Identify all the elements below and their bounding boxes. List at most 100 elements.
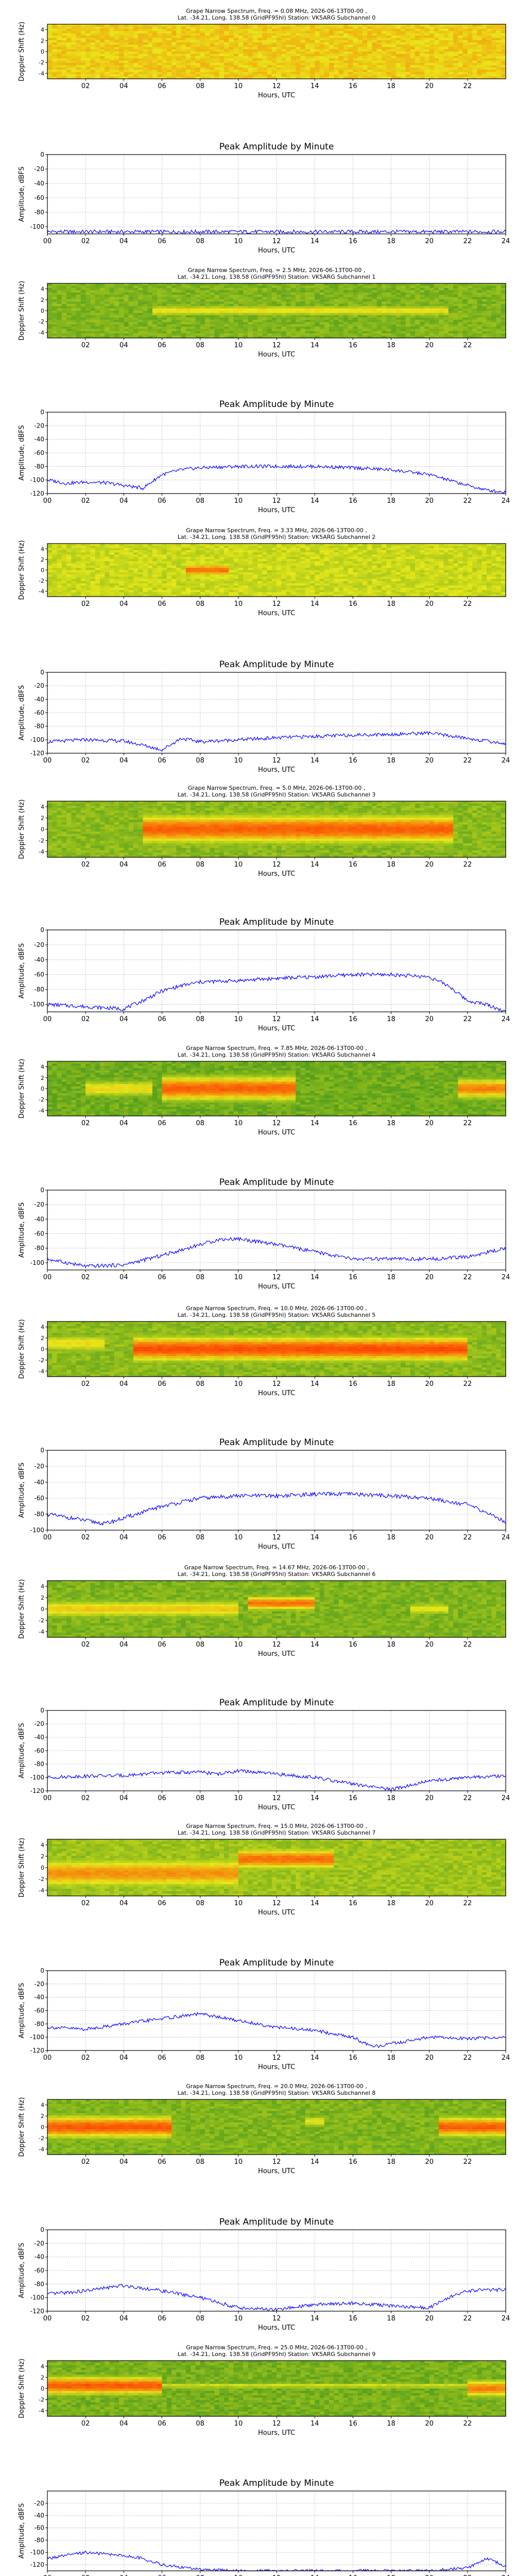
heatmap-cell (381, 324, 387, 327)
heatmap-cell (176, 301, 182, 304)
heatmap-cell (415, 56, 420, 59)
heatmap-cell (124, 67, 129, 70)
heatmap-cell (157, 52, 163, 55)
heatmap-cell (80, 329, 86, 332)
heatmap-cell (448, 311, 454, 314)
heatmap-cell (496, 333, 502, 336)
heatmap-cell (376, 311, 382, 314)
heatmap-cell (472, 70, 477, 73)
heatmap-cell (204, 65, 210, 68)
heatmap-cell (501, 54, 506, 57)
heatmap-cell (482, 317, 487, 320)
heatmap-cell (281, 56, 287, 59)
heatmap-cell (185, 331, 191, 334)
heatmap-cell (85, 52, 91, 55)
heatmap-cell (458, 67, 464, 70)
heatmap-cell (166, 308, 172, 311)
heatmap-cell (353, 313, 358, 316)
heatmap-cell (162, 313, 167, 316)
heatmap-cell (453, 333, 458, 336)
heatmap-cell (277, 283, 282, 286)
heatmap-cell (334, 306, 339, 309)
heatmap-cell (267, 54, 272, 57)
heatmap-cell (376, 331, 382, 334)
heatmap-cell (343, 299, 349, 302)
heatmap-cell (453, 331, 458, 334)
heatmap-cell (105, 44, 110, 47)
heatmap-cell (248, 33, 253, 36)
heatmap-cell (233, 292, 239, 295)
heatmap-cell (133, 285, 139, 289)
heatmap-cell (305, 329, 311, 332)
heatmap-cell (482, 290, 487, 293)
heatmap-cell (219, 63, 225, 66)
heatmap-cell (324, 283, 330, 286)
heatmap-cell (362, 287, 368, 291)
heatmap-cell (133, 324, 139, 327)
heatmap-cell (277, 324, 282, 327)
heatmap-cell (434, 49, 439, 52)
heatmap-cell (362, 26, 368, 29)
heatmap-cell (243, 299, 248, 302)
heatmap-cell (219, 308, 225, 311)
heatmap-cell (57, 28, 62, 31)
heatmap-cell (296, 58, 301, 61)
heatmap-cell (357, 56, 363, 59)
heatmap-cell (486, 67, 492, 70)
heatmap-cell (52, 297, 58, 300)
heatmap-cell (133, 295, 139, 298)
heatmap-cell (415, 58, 420, 61)
heatmap-cell (66, 585, 72, 588)
heatmap-cell (367, 292, 373, 295)
heatmap-cell (176, 42, 182, 45)
heatmap-cell (267, 290, 272, 293)
heatmap-cell (353, 49, 358, 52)
heatmap-cell (248, 292, 253, 295)
heatmap-cell (85, 60, 91, 63)
heatmap-cell (376, 42, 382, 45)
heatmap-cell (338, 311, 344, 314)
heatmap-cell (348, 24, 353, 27)
heatmap-cell (290, 283, 296, 286)
heatmap-cell (238, 295, 244, 298)
heatmap-cell (233, 319, 239, 323)
heatmap-cell (124, 76, 129, 79)
heatmap-cell (95, 60, 100, 63)
heatmap-cell (157, 285, 163, 289)
heatmap-cell (271, 290, 277, 293)
heatmap-cell (181, 56, 186, 59)
chart-title-line: Grape Narrow Spectrum, Freq. = 2.5 MHz, … (188, 267, 366, 274)
heatmap-cell (85, 67, 91, 70)
heatmap-cell (238, 308, 244, 311)
heatmap-cell (124, 287, 129, 291)
heatmap-cell (166, 60, 172, 63)
heatmap-cell (329, 70, 334, 73)
heatmap-cell (324, 65, 330, 68)
heatmap-cell (372, 326, 377, 329)
heatmap-cell (252, 326, 258, 329)
heatmap-cell (477, 36, 483, 39)
heatmap-cell (109, 329, 115, 332)
heatmap-cell (224, 333, 229, 336)
heatmap-cell (277, 60, 282, 63)
heatmap-cell (277, 308, 282, 311)
heatmap-cell (95, 36, 100, 39)
heatmap-cell (52, 587, 58, 590)
heatmap-cell (204, 313, 210, 316)
heatmap-cell (486, 322, 492, 325)
heatmap-cell (477, 297, 483, 300)
heatmap-cell (429, 56, 435, 59)
heatmap-cell (124, 28, 129, 31)
heatmap-cell (391, 335, 397, 338)
heatmap-cell (138, 31, 144, 34)
heatmap-cell (315, 324, 320, 327)
heatmap-cell (372, 283, 377, 286)
heatmap-cell (372, 74, 377, 77)
y-axis-label: Amplitude, dBFS (18, 166, 26, 222)
heatmap-cell (71, 58, 77, 61)
heatmap-cell (152, 76, 158, 79)
heatmap-cell (191, 26, 196, 29)
heatmap-cell (467, 36, 473, 39)
heatmap-cell (334, 47, 339, 50)
heatmap-cell (334, 74, 339, 77)
